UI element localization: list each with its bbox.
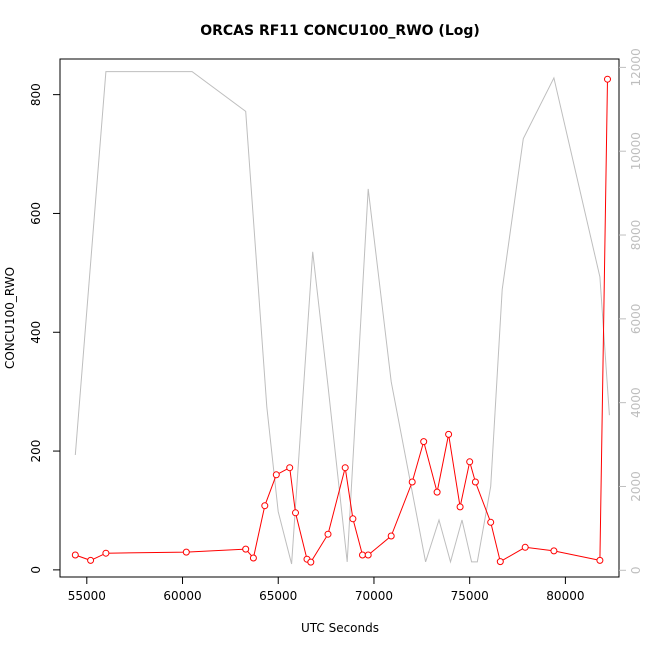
- y-tick-label-left: 200: [29, 440, 43, 463]
- y-tick-label-right: 2000: [629, 471, 643, 502]
- data-point: [292, 509, 299, 517]
- y-tick-label-right: 8000: [629, 220, 643, 251]
- data-point: [324, 530, 332, 538]
- data-point: [387, 532, 395, 540]
- data-point: [496, 558, 504, 566]
- data-point: [487, 518, 495, 526]
- data-point: [550, 547, 558, 555]
- x-tick-label: 80000: [546, 589, 584, 603]
- data-point: [87, 556, 95, 564]
- y-tick-label-left: 400: [29, 321, 43, 344]
- x-axis: 55000 60000 65000 70000 75000 80000: [68, 576, 584, 603]
- data-point: [596, 556, 604, 564]
- data-point: [272, 471, 280, 479]
- chart-title: ORCAS RF11 CONCU100_RWO (Log): [200, 23, 480, 39]
- series-secondary-line: [74, 71, 610, 565]
- data-point: [359, 551, 366, 559]
- data-point: [521, 543, 529, 551]
- data-point: [102, 549, 110, 557]
- data-point: [242, 545, 250, 553]
- data-point: [456, 503, 464, 511]
- y-tick-label-left: 800: [29, 83, 43, 106]
- data-point: [466, 458, 474, 466]
- x-axis-label: UTC Seconds: [301, 621, 379, 635]
- series-primary-line: [75, 79, 608, 563]
- y-tick-label-right: 0: [629, 566, 643, 574]
- data-point: [349, 515, 357, 523]
- y-axis-label: CONCU100_RWO: [3, 267, 17, 369]
- x-tick-label: 65000: [259, 589, 297, 603]
- data-point: [364, 551, 372, 559]
- data-point: [261, 502, 269, 510]
- y-tick-label-left: 0: [29, 566, 43, 574]
- data-point: [182, 548, 190, 556]
- data-point: [433, 488, 441, 496]
- data-point: [408, 478, 416, 486]
- data-point: [71, 551, 79, 559]
- data-point: [604, 75, 611, 83]
- x-tick-label: 60000: [163, 589, 201, 603]
- x-tick-label: 55000: [68, 589, 106, 603]
- data-point: [420, 438, 428, 446]
- y-tick-label-right: 10000: [629, 132, 643, 170]
- data-point: [445, 430, 453, 438]
- data-point: [341, 464, 349, 472]
- data-point: [307, 558, 315, 566]
- x-tick-label: 70000: [355, 589, 393, 603]
- series-primary: [71, 75, 611, 566]
- plot-frame: [59, 58, 620, 578]
- y-tick-label-right: 6000: [629, 304, 643, 335]
- data-point: [286, 464, 294, 472]
- data-point: [249, 554, 257, 562]
- y-axis-left: 0 200 400 600 800: [29, 83, 61, 574]
- data-point: [471, 478, 479, 486]
- series-secondary: [74, 71, 610, 565]
- y-tick-label-left: 600: [29, 202, 43, 225]
- y-axis-right: 0 2000 4000 6000 8000 10000 12000: [619, 48, 643, 574]
- y-tick-label-right: 12000: [629, 48, 643, 86]
- x-tick-label: 75000: [451, 589, 489, 603]
- y-tick-label-right: 4000: [629, 387, 643, 418]
